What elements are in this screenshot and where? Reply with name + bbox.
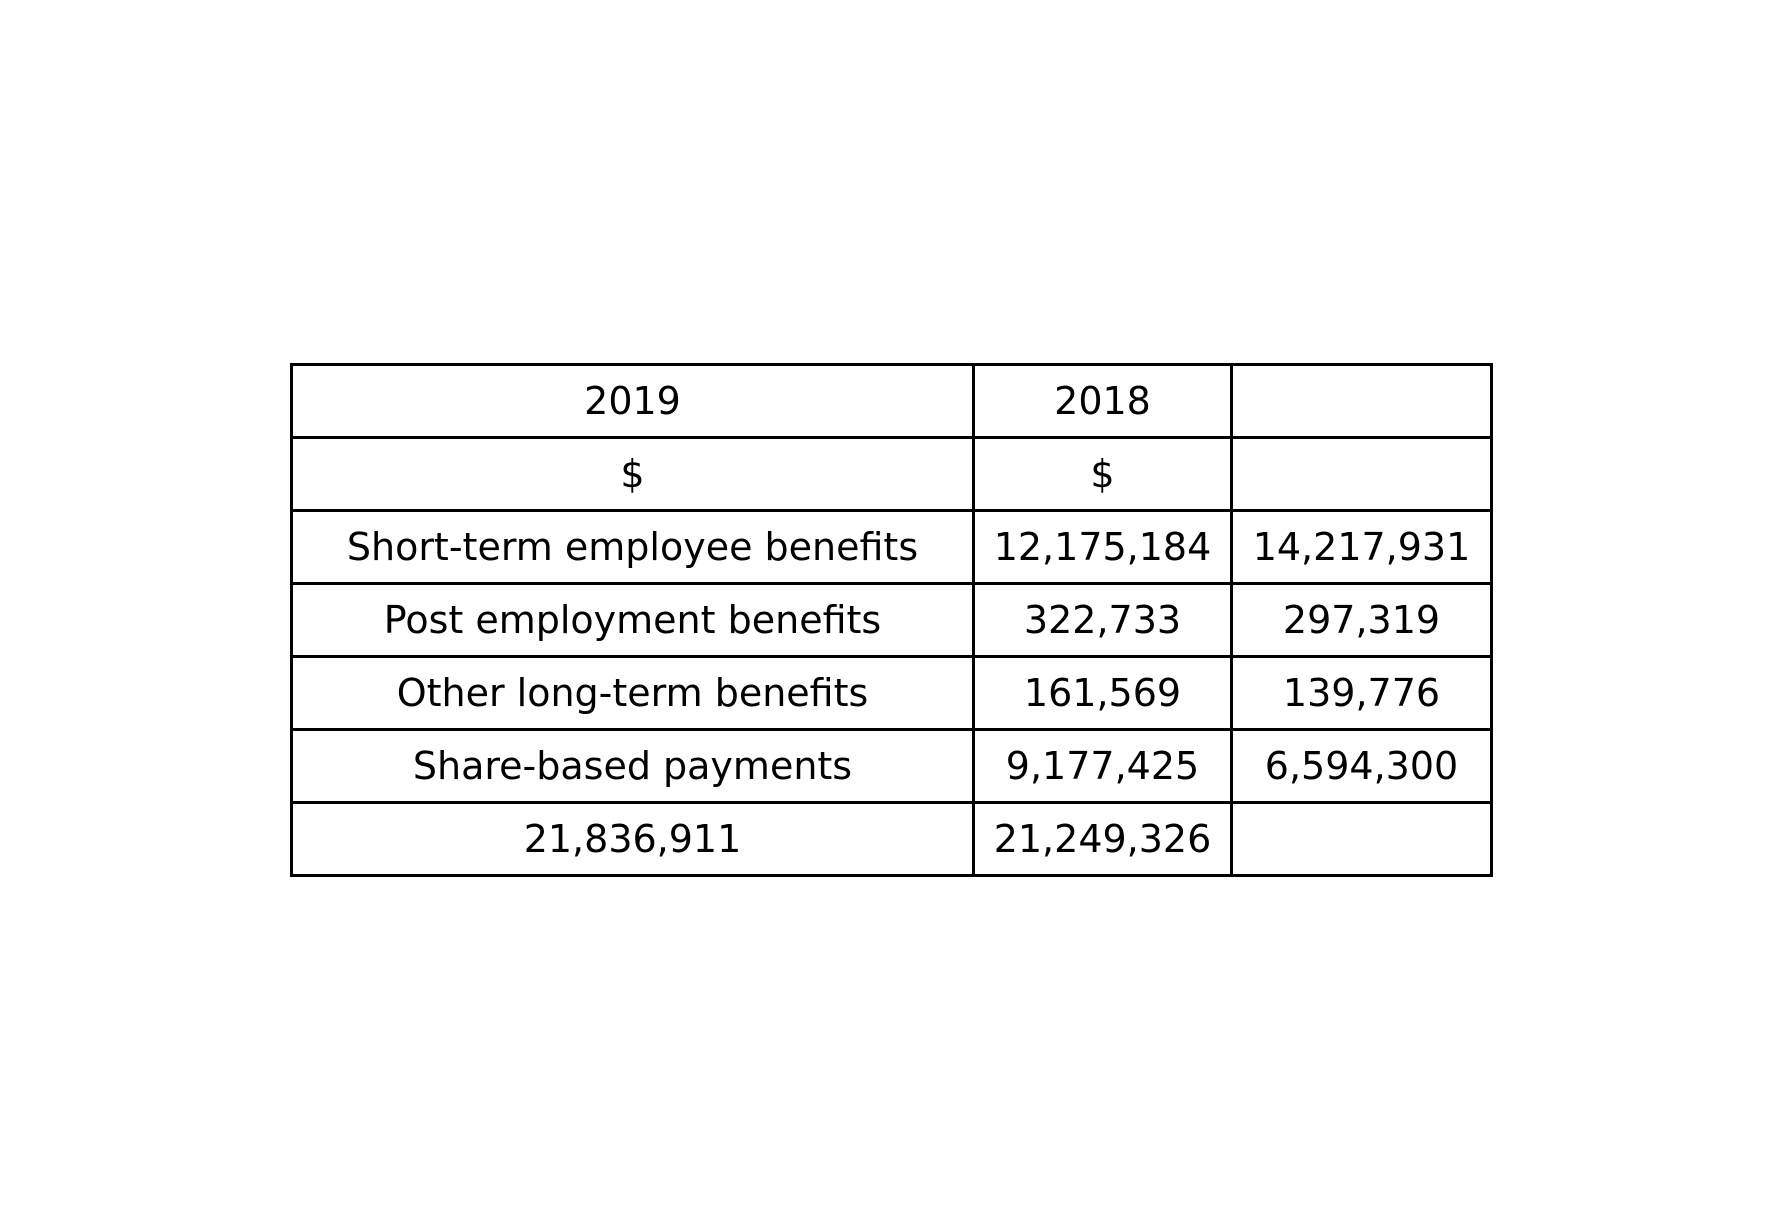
table-cell: 161,569 <box>972 655 1233 731</box>
table-row: 2019 2018 <box>290 363 1493 439</box>
table-cell: 139,776 <box>1230 655 1493 731</box>
table-row: Post employment benefits 322,733 297,319 <box>290 582 1493 658</box>
table-cell: 322,733 <box>972 582 1233 658</box>
table-cell: 6,594,300 <box>1230 728 1493 804</box>
table-cell: 12,175,184 <box>972 509 1233 585</box>
table-row: 21,836,911 21,249,326 <box>290 801 1493 877</box>
table-cell: 2019 <box>290 363 975 439</box>
table-cell <box>1230 363 1493 439</box>
table-cell: 297,319 <box>1230 582 1493 658</box>
table-cell <box>1230 801 1493 877</box>
table-row: Other long-term benefits 161,569 139,776 <box>290 655 1493 731</box>
table-cell: 21,249,326 <box>972 801 1233 877</box>
table-row: $ $ <box>290 436 1493 512</box>
table-cell: $ <box>290 436 975 512</box>
table-cell: 21,836,911 <box>290 801 975 877</box>
table-cell: 2018 <box>972 363 1233 439</box>
table-cell <box>1230 436 1493 512</box>
table-cell: 14,217,931 <box>1230 509 1493 585</box>
table-cell: Other long-term benefits <box>290 655 975 731</box>
table-cell: 9,177,425 <box>972 728 1233 804</box>
table-cell: Share-based payments <box>290 728 975 804</box>
table-cell: $ <box>972 436 1233 512</box>
table-row: Share-based payments 9,177,425 6,594,300 <box>290 728 1493 804</box>
table-cell: Post employment benefits <box>290 582 975 658</box>
table-row: Short-term employee benefits 12,175,184 … <box>290 509 1493 585</box>
financial-table: 2019 2018 $ $ Short-term employee benefi… <box>290 363 1493 877</box>
table-cell: Short-term employee benefits <box>290 509 975 585</box>
